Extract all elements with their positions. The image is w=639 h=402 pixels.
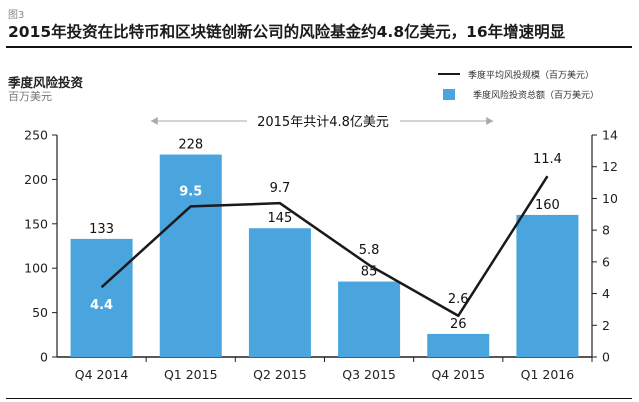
bar (338, 281, 401, 357)
legend-bar-entry: 季度风险投资总额（百万美元） (438, 86, 599, 102)
left-tick-label: 0 (40, 350, 48, 365)
right-tick-label: 4 (602, 286, 610, 301)
bottom-rule (6, 398, 632, 399)
bar (248, 228, 311, 357)
line-value-label: 11.4 (533, 152, 562, 167)
bar-value-label: 133 (89, 222, 114, 237)
line-series (100, 175, 549, 318)
right-tick-label: 8 (602, 223, 610, 238)
x-tick-label: Q4 2014 (75, 367, 129, 382)
bar (70, 238, 133, 357)
line-value-label: 4.4 (90, 298, 113, 313)
left-tick-label: 200 (24, 172, 48, 187)
left-tick-label: 100 (24, 261, 48, 276)
bar-value-label: 145 (268, 211, 293, 226)
legend-line-entry: 季度平均风投规模（百万美元） (438, 66, 599, 82)
x-tick-label: Q1 2016 (521, 367, 575, 382)
left-tick-label: 150 (24, 216, 48, 231)
line-value-label: 2.6 (448, 292, 469, 307)
line-value-label: 9.5 (179, 184, 202, 199)
right-tick-label: 6 (602, 254, 610, 269)
line-value-label: 9.7 (270, 181, 291, 196)
x-tick-label: Q1 2015 (164, 367, 218, 382)
legend-bar-swatch (443, 88, 455, 100)
annotation-arrow-right (486, 117, 494, 125)
bar-value-label: 26 (450, 317, 467, 332)
line-value-label: 5.8 (359, 243, 380, 258)
legend-bar-label: 季度风险投资总额（百万美元） (473, 90, 600, 101)
legend: 季度平均风投规模（百万美元） 季度风险投资总额（百万美元） (438, 66, 599, 106)
bar (516, 214, 579, 357)
chart-subtitle: 季度风险投资 (8, 75, 84, 90)
right-tick-label: 14 (602, 128, 618, 143)
x-tick-label: Q3 2015 (342, 367, 396, 382)
bar (159, 154, 222, 357)
unit-label: 百万美元 (8, 90, 52, 103)
right-tick-label: 10 (602, 191, 618, 206)
right-tick-label: 2 (602, 318, 610, 333)
bar-value-label: 85 (361, 265, 378, 280)
right-tick-label: 0 (602, 350, 610, 365)
right-tick-label: 12 (602, 159, 618, 174)
annotation-arrow-left (150, 117, 158, 125)
figure-number: 图3 (8, 10, 25, 21)
legend-line-label: 季度平均风投规模（百万美元） (468, 70, 595, 81)
legend-line-swatch (438, 73, 460, 75)
bar-value-label: 228 (178, 138, 203, 153)
chart-title: 2015年投资在比特币和区块链创新公司的风险基金约4.8亿美元，16年增速明显 (8, 23, 566, 41)
x-tick-label: Q2 2015 (253, 367, 307, 382)
left-tick-label: 250 (24, 128, 48, 143)
title-rule (6, 46, 632, 48)
bar (427, 333, 490, 357)
left-tick-label: 50 (32, 305, 48, 320)
annotation-label: 2015年共计4.8亿美元 (257, 115, 389, 130)
x-tick-label: Q4 2015 (431, 367, 485, 382)
bar-value-label: 160 (535, 198, 560, 213)
